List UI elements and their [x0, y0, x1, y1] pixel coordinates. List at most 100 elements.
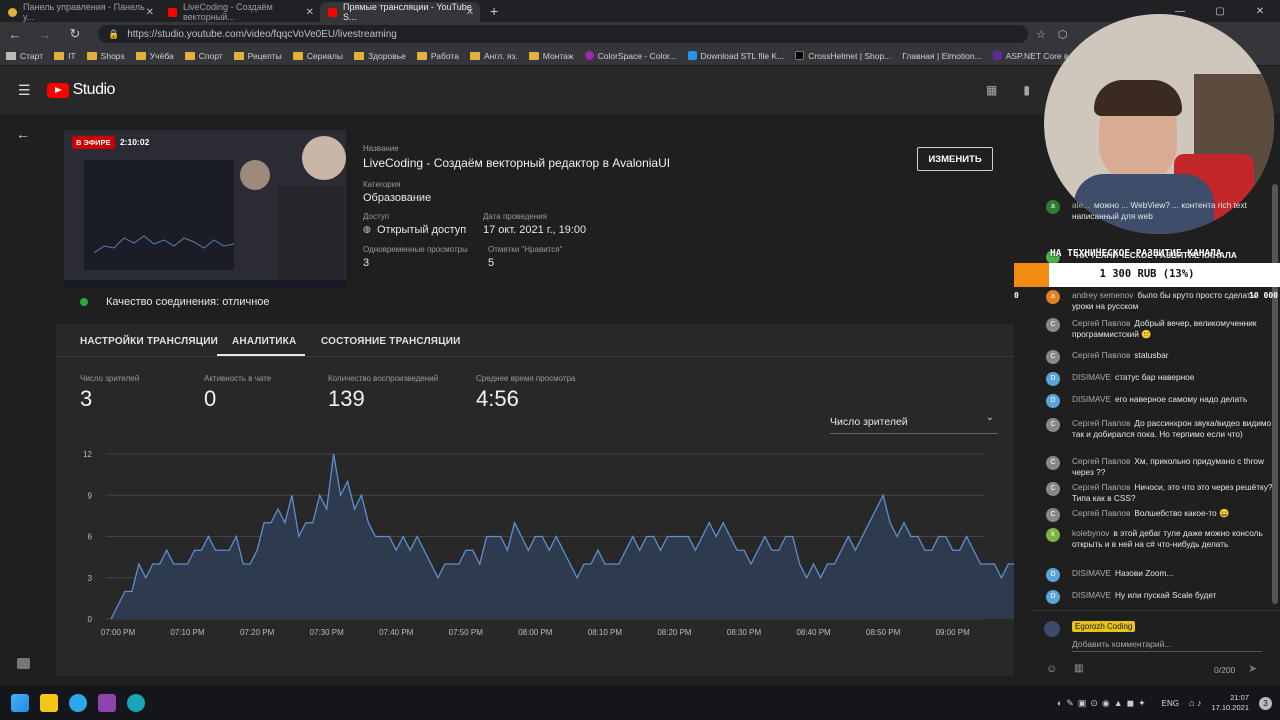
close-tab-icon[interactable]: ✕ — [465, 6, 474, 18]
browser-tab-1[interactable]: Панель управления - Панель у... ✕ — [0, 2, 160, 22]
notifications-badge[interactable]: 3 — [1259, 696, 1272, 710]
forward-icon[interactable]: → — [38, 26, 52, 42]
chat-input-area: Egorozh Coding Добавить комментарий... ☺… — [1030, 610, 1280, 686]
tab-broadcast-settings[interactable]: НАСТРОЙКИ ТРАНСЛЯЦИИ — [80, 336, 219, 347]
reload-icon[interactable]: ↻ — [69, 26, 81, 41]
chat-avatar[interactable]: C — [1046, 350, 1060, 364]
y-tick-label: 6 — [88, 533, 93, 542]
chat-author[interactable]: Сергей Павлов — [1072, 508, 1131, 518]
feedback-icon[interactable] — [17, 658, 30, 669]
bookmark-work[interactable]: Работа — [416, 51, 459, 61]
bookmark-english[interactable]: Англ. яз. — [469, 51, 518, 61]
chat-author[interactable]: Сергей Павлов — [1072, 456, 1131, 466]
windows-start-icon[interactable] — [11, 694, 29, 712]
chat-avatar[interactable]: C — [1046, 508, 1060, 522]
studio-logo[interactable]: Studio — [46, 81, 115, 99]
chat-author[interactable]: DISIMAVE — [1072, 568, 1112, 578]
browser-tab-2[interactable]: LiveCoding - Создаём векторный... ✕ — [160, 2, 320, 22]
close-window-icon[interactable]: ✕ — [1255, 6, 1265, 17]
chat-author[interactable]: DISIMAVE — [1072, 394, 1112, 404]
close-tab-icon[interactable]: ✕ — [305, 6, 314, 18]
clapperboard-icon[interactable]: ▦ — [986, 83, 998, 97]
chat-avatar[interactable]: C — [1046, 482, 1060, 496]
chat-message-body: DISIMAVE статус бар наверное — [1072, 372, 1274, 383]
clock[interactable]: 21:07 17.10.2021 — [1211, 693, 1249, 713]
bookmark-start[interactable]: Старт — [6, 51, 43, 61]
bookmark-it[interactable]: IT — [54, 51, 76, 61]
maximize-icon[interactable]: ▢ — [1215, 6, 1225, 17]
access-value: Открытый доступ — [377, 224, 467, 236]
chat-text: его наверное самому надо делать — [1115, 394, 1248, 404]
bookmark-shops[interactable]: Shops — [86, 51, 125, 61]
chat-message-body: Сергей Павлов statusbar — [1072, 350, 1274, 361]
chat-avatar[interactable]: C — [1046, 418, 1060, 432]
tab-analytics[interactable]: АНАЛИТИКА — [232, 336, 297, 347]
x-tick-label: 07:00 PM — [101, 628, 136, 637]
chat-author[interactable]: ale... — [1072, 200, 1090, 210]
chat-author[interactable]: DISIMAVE — [1072, 372, 1112, 382]
chat-avatar[interactable]: D — [1046, 590, 1060, 604]
chat-avatar[interactable]: C — [1046, 456, 1060, 470]
bookmark-icon[interactable]: ▮ — [1023, 83, 1030, 97]
chat-comment-input[interactable]: Добавить комментарий... — [1072, 639, 1262, 652]
chat-author[interactable]: Сергей Павлов — [1072, 418, 1131, 428]
chat-avatar[interactable] — [1046, 250, 1060, 264]
close-tab-icon[interactable]: ✕ — [145, 6, 154, 18]
chat-avatar[interactable]: D — [1046, 568, 1060, 582]
chat-author[interactable]: DISIMAVE — [1072, 590, 1112, 600]
chat-avatar[interactable]: a — [1046, 290, 1060, 304]
browser-tab-3[interactable]: Прямые трансляции - YouTube S... ✕ — [320, 2, 480, 22]
bookmark-recipes[interactable]: Рецепты — [233, 51, 282, 61]
chat-avatar[interactable]: C — [1046, 318, 1060, 332]
minimize-icon[interactable]: — — [1175, 6, 1185, 17]
chat-avatar[interactable]: D — [1046, 372, 1060, 386]
bookmark-stl[interactable]: Download STL file K... — [687, 51, 784, 61]
chevron-down-icon: ⌄ — [985, 412, 994, 423]
chat-avatar[interactable]: a — [1046, 200, 1060, 214]
tab-broadcast-status[interactable]: СОСТОЯНИЕ ТРАНСЛЯЦИИ — [321, 336, 461, 347]
superchat-icon[interactable]: ▥ — [1074, 663, 1084, 674]
bookmark-aspnet[interactable]: ASP.NET Core в де... — [992, 51, 1088, 61]
chart-metric-select[interactable]: Число зрителей ⌄ — [830, 412, 998, 434]
network-icon[interactable]: ⌂ ♪ — [1189, 698, 1202, 708]
telegram-icon[interactable] — [69, 694, 87, 712]
bookmark-health[interactable]: Здоровье — [353, 51, 406, 61]
chat-author[interactable]: Сергей Павлов — [1072, 350, 1131, 360]
send-icon[interactable]: ➤ — [1248, 663, 1258, 675]
chat-text: statusbar — [1134, 350, 1169, 360]
emoji-icon[interactable]: ☺ — [1046, 663, 1058, 675]
bookmark-study[interactable]: Учёба — [135, 51, 174, 61]
back-icon[interactable]: ← — [8, 26, 22, 42]
chat-author[interactable]: Сергей Павлов — [1072, 482, 1131, 492]
bookmark-series[interactable]: Сериалы — [292, 51, 343, 61]
hamburger-menu-icon[interactable]: ☰ — [18, 81, 31, 98]
bookmark-elmotion[interactable]: Главная | Elmotion... — [902, 50, 982, 61]
chat-avatar[interactable]: k — [1046, 528, 1060, 542]
chat-text: можно ... WebView? ... контента rich tex… — [1072, 200, 1247, 221]
chat-scrollbar[interactable] — [1272, 184, 1278, 604]
stream-preview[interactable]: В ЭФИРЕ 2:10:02 — [64, 130, 346, 288]
bookmark-sport[interactable]: Спорт — [184, 51, 223, 61]
chat-author[interactable]: andrey semenov — [1072, 290, 1134, 300]
extension-icon[interactable]: ⬡ — [1057, 28, 1068, 41]
bookmark-crosshelmet[interactable]: CrossHelmet | Shop... — [795, 51, 891, 61]
back-arrow-icon[interactable]: ← — [16, 126, 30, 142]
browser-tab-title: Панель управления - Панель у... — [23, 2, 145, 22]
new-tab-button[interactable]: + — [490, 3, 499, 19]
url-input[interactable]: 🔒 https://studio.youtube.com/video/fqqcV… — [98, 25, 1028, 43]
edit-button[interactable]: ИЗМЕНИТЬ — [917, 147, 993, 171]
chat-avatar[interactable]: D — [1046, 394, 1060, 408]
star-icon[interactable]: ☆ — [1036, 28, 1046, 41]
chat-author[interactable]: kolebynov — [1072, 528, 1110, 538]
bookmark-colorspace[interactable]: ColorSpace - Color... — [584, 51, 677, 61]
crosshelmet-favicon-icon — [795, 51, 805, 60]
bookmark-montage[interactable]: Монтаж — [528, 51, 574, 61]
file-explorer-icon[interactable] — [40, 694, 58, 712]
tray-icons[interactable]: ◐✎▣⊙◉▲◼✦ — [1056, 697, 1150, 708]
y-tick-label: 12 — [83, 450, 92, 459]
visual-studio-icon[interactable] — [98, 694, 116, 712]
language-indicator[interactable]: ENG — [1161, 698, 1180, 708]
folder-icon — [184, 51, 195, 60]
edge-icon[interactable] — [127, 694, 145, 712]
chat-author[interactable]: Сергей Павлов — [1072, 318, 1131, 328]
